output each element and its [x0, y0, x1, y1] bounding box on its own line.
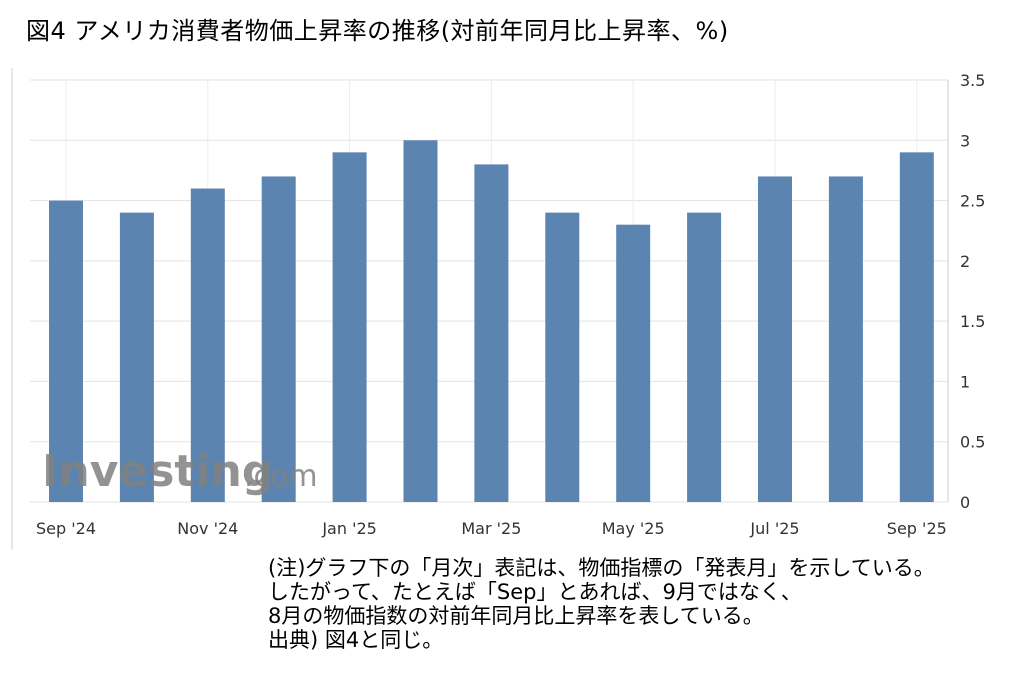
investing-watermark: Investing .com [42, 446, 318, 497]
x-tick-label: Nov '24 [177, 519, 238, 538]
footnote-line: したがって、たとえば「Sep」とあれば、9月ではなく、 [268, 580, 802, 604]
bar [261, 176, 296, 502]
y-tick-label: 2 [960, 252, 970, 271]
figure-title: 図4 アメリカ消費者物価上昇率の推移(対前年同月比上昇率、%) [26, 17, 729, 45]
bars [49, 140, 934, 503]
cpi-bar-chart: Investing .com 0 0.5 1 1.5 2 2.5 3 3.5 Sep '24 N… [11, 68, 985, 550]
x-tick-label: Jul '25 [749, 519, 799, 538]
y-tick-label: 2.5 [960, 192, 985, 211]
x-tick-label: Sep '24 [36, 519, 96, 538]
bar [190, 188, 225, 502]
footnote-line: (注)グラフ下の「月次」表記は、物価指標の「発表月」を示している。 [268, 556, 935, 580]
bar [49, 200, 83, 503]
x-axis-ticks: Sep '24 Nov '24 Jan '25 Mar '25 May '25 Jul '… [36, 519, 947, 538]
bar [828, 176, 863, 502]
x-tick-label: Sep '25 [887, 519, 947, 538]
y-tick-label: 3.5 [960, 71, 985, 90]
x-tick-label: Mar '25 [461, 519, 521, 538]
bar [545, 212, 580, 502]
bar [616, 224, 651, 502]
bar [474, 164, 509, 502]
bar [119, 212, 154, 502]
y-tick-label: 3 [960, 131, 970, 150]
footnote: (注)グラフ下の「月次」表記は、物価指標の「発表月」を示している。 したがって、… [268, 556, 935, 652]
bar [403, 140, 438, 503]
y-tick-label: 1.5 [960, 312, 985, 331]
watermark-suffix: .com [244, 459, 318, 494]
y-tick-label: 0 [960, 493, 970, 512]
x-tick-label: May '25 [602, 519, 665, 538]
bar [758, 176, 792, 502]
source-line: 出典) 図4と同じ。 [268, 628, 444, 652]
y-tick-label: 1 [960, 372, 970, 391]
bar [332, 152, 367, 503]
y-axis-ticks: 0 0.5 1 1.5 2 2.5 3 3.5 [960, 71, 985, 512]
y-tick-label: 0.5 [960, 433, 985, 452]
bar [899, 152, 934, 503]
bar [687, 212, 722, 502]
x-tick-label: Jan '25 [321, 519, 377, 538]
footnote-line: 8月の物価指数の対前年同月比上昇率を表している。 [268, 604, 764, 628]
watermark-brand: Investing [42, 446, 273, 497]
